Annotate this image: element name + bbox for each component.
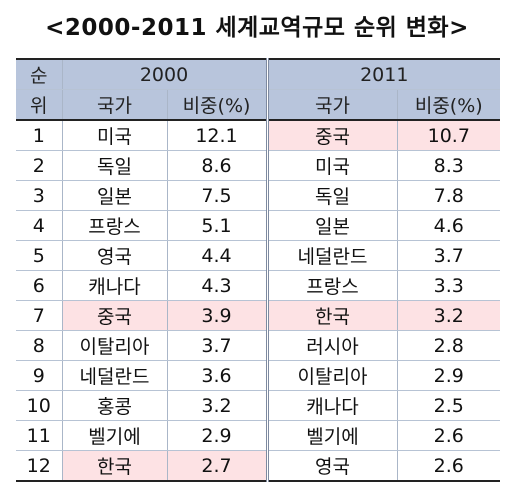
rank-cell: 1 [16, 120, 62, 151]
country-2011-cell: 네덜란드 [265, 240, 398, 271]
country-2011-cell: 이탈리아 [265, 360, 398, 391]
country-2011-cell: 미국 [265, 150, 398, 181]
table-row: 6 캐나다 4.3 프랑스 3.3 [16, 270, 501, 301]
table-row: 5 영국 4.4 네덜란드 3.7 [16, 240, 501, 271]
share-2000-cell: 3.9 [166, 300, 268, 331]
share-2011-cell: 2.6 [396, 450, 501, 482]
rank-header-top: 순 [16, 58, 62, 90]
share-2000-cell: 2.9 [166, 420, 268, 451]
table-row: 9 네덜란드 3.6 이탈리아 2.9 [16, 360, 501, 391]
country-2011-cell: 캐나다 [265, 390, 398, 421]
table-row: 2 독일 8.6 미국 8.3 [16, 150, 501, 181]
share-2000-cell: 7.5 [166, 180, 268, 211]
country-2000-cell: 한국 [61, 450, 167, 482]
share-2011-cell: 2.9 [396, 360, 501, 391]
rank-cell: 2 [16, 150, 62, 181]
table-row: 3 일본 7.5 독일 7.8 [16, 180, 501, 211]
share-2000-cell: 3.7 [166, 330, 268, 361]
trade-rank-table: 순 2000 2011 위 국가 비중(%) 국가 비중(%) 1 미국 12.… [16, 58, 501, 482]
country-2000-cell: 독일 [61, 150, 167, 181]
share-2000-cell: 2.7 [166, 450, 268, 482]
country-2000-cell: 중국 [61, 300, 167, 331]
country-2000-cell: 일본 [61, 180, 167, 211]
share-2000-cell: 3.2 [166, 390, 268, 421]
country-2011-cell: 독일 [265, 180, 398, 211]
table-row: 4 프랑스 5.1 일본 4.6 [16, 210, 501, 241]
rank-cell: 7 [16, 300, 62, 331]
share-2011-cell: 8.3 [396, 150, 501, 181]
share-2011-cell: 2.8 [396, 330, 501, 361]
year-2011-header: 2011 [265, 58, 501, 90]
country-2000-cell: 홍콩 [61, 390, 167, 421]
rank-cell: 6 [16, 270, 62, 301]
share-header-2011: 비중(%) [396, 89, 501, 121]
country-2011-cell: 일본 [265, 210, 398, 241]
rank-cell: 5 [16, 240, 62, 271]
share-2011-cell: 3.2 [396, 300, 501, 331]
country-header-2000: 국가 [61, 89, 167, 121]
year-2000-header: 2000 [61, 58, 268, 90]
table-row: 8 이탈리아 3.7 러시아 2.8 [16, 330, 501, 361]
country-2000-cell: 벨기에 [61, 420, 167, 451]
rank-cell: 12 [16, 450, 62, 482]
country-2011-cell: 러시아 [265, 330, 398, 361]
rank-cell: 4 [16, 210, 62, 241]
country-2000-cell: 캐나다 [61, 270, 167, 301]
page-title: <2000-2011 세계교역규모 순위 변화> [45, 15, 469, 41]
share-2011-cell: 3.7 [396, 240, 501, 271]
country-2000-cell: 이탈리아 [61, 330, 167, 361]
share-header-2000: 비중(%) [166, 89, 268, 121]
share-2000-cell: 12.1 [166, 120, 268, 151]
share-2011-cell: 4.6 [396, 210, 501, 241]
rank-cell: 3 [16, 180, 62, 211]
share-2000-cell: 4.4 [166, 240, 268, 271]
share-2000-cell: 4.3 [166, 270, 268, 301]
table-row: 1 미국 12.1 중국 10.7 [16, 120, 501, 151]
share-2011-cell: 10.7 [396, 120, 501, 151]
share-2011-cell: 7.8 [396, 180, 501, 211]
table-row: 11 벨기에 2.9 벨기에 2.6 [16, 420, 501, 451]
share-2000-cell: 8.6 [166, 150, 268, 181]
country-2000-cell: 미국 [61, 120, 167, 151]
country-2000-cell: 프랑스 [61, 210, 167, 241]
rank-cell: 10 [16, 390, 62, 421]
country-2000-cell: 네덜란드 [61, 360, 167, 391]
share-2000-cell: 5.1 [166, 210, 268, 241]
country-2000-cell: 영국 [61, 240, 167, 271]
country-2011-cell: 벨기에 [265, 420, 398, 451]
country-2011-cell: 영국 [265, 450, 398, 482]
country-header-2011: 국가 [265, 89, 398, 121]
share-2011-cell: 3.3 [396, 270, 501, 301]
rank-cell: 11 [16, 420, 62, 451]
share-2011-cell: 2.5 [396, 390, 501, 421]
country-2011-cell: 한국 [265, 300, 398, 331]
rank-header-bottom: 위 [16, 89, 62, 121]
table-row: 10 홍콩 3.2 캐나다 2.5 [16, 390, 501, 421]
table-row: 7 중국 3.9 한국 3.2 [16, 300, 501, 331]
share-2011-cell: 2.6 [396, 420, 501, 451]
country-2011-cell: 중국 [265, 120, 398, 151]
country-2011-cell: 프랑스 [265, 270, 398, 301]
rank-cell: 9 [16, 360, 62, 391]
table-row: 12 한국 2.7 영국 2.6 [16, 450, 501, 482]
rank-cell: 8 [16, 330, 62, 361]
share-2000-cell: 3.6 [166, 360, 268, 391]
